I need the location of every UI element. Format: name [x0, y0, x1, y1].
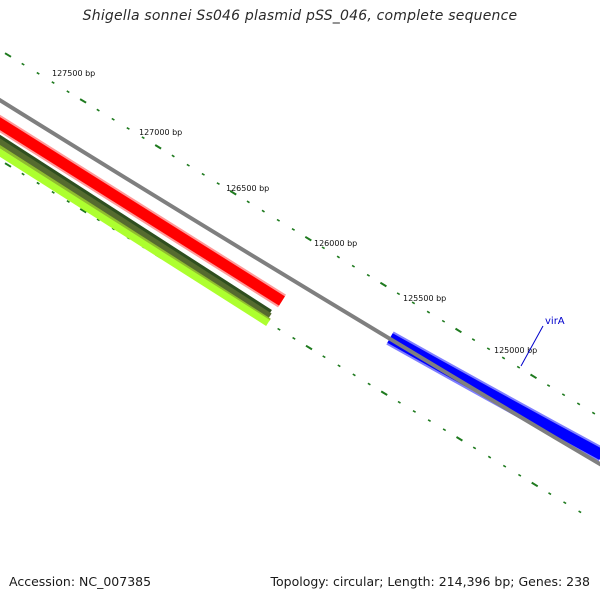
inner-ring-minor-tick	[563, 501, 567, 505]
inner-ring-minor-tick	[66, 200, 70, 203]
inner-ring-minor-tick	[277, 327, 281, 331]
outer-ring-major-tick	[304, 235, 312, 242]
inner-ring-minor-tick	[51, 190, 55, 194]
plasmid-backbone	[0, 97, 600, 467]
inner-ring-minor-tick	[427, 419, 432, 422]
inner-ring-minor-tick	[487, 455, 492, 459]
inner-ring-minor-tick	[442, 428, 447, 432]
inner-ring-major-tick	[79, 207, 87, 214]
inner-ring-minor-tick	[397, 400, 401, 404]
accession-text: Accession: NC_007385	[9, 574, 152, 589]
gene-label-group[interactable]: virA	[520, 316, 565, 367]
inner-ring-minor-tick	[578, 510, 582, 514]
tick-labels: 127500 bp 127000 bp 126500 bp 126000 bp …	[52, 69, 537, 355]
outer-ring-minor-tick	[426, 310, 431, 314]
inner-ring-minor-tick	[472, 446, 477, 450]
outer-ring-minor-tick	[276, 218, 281, 222]
outer-ring-major-tick	[229, 190, 237, 196]
tick-label: 126500 bp	[226, 184, 269, 193]
outer-ring-minor-tick	[171, 154, 175, 158]
track-light-green[interactable]	[0, 140, 270, 326]
track-dark-green[interactable]	[0, 129, 272, 319]
outer-ring-minor-tick	[441, 319, 446, 323]
tick-label: 127500 bp	[52, 69, 95, 78]
tick-label: 125000 bp	[494, 346, 537, 355]
outer-ring-minor-tick	[591, 411, 596, 415]
outer-ring-minor-tick	[486, 347, 491, 351]
inner-ring-minor-tick	[412, 410, 416, 413]
inner-ring-minor-tick	[352, 373, 356, 377]
inner-ring-minor-tick	[337, 364, 341, 368]
outer-tick-ring	[4, 52, 596, 415]
outer-ring-minor-tick	[126, 127, 130, 130]
inner-ring-minor-tick	[322, 355, 326, 359]
outer-ring-minor-tick	[261, 209, 265, 213]
inner-ring-major-tick	[455, 436, 463, 442]
green-feature-tracks	[0, 129, 272, 326]
outer-ring-minor-tick	[216, 182, 220, 185]
outer-ring-minor-tick	[111, 117, 115, 121]
outer-ring-minor-tick	[246, 200, 250, 204]
inner-ring-minor-tick	[517, 473, 522, 477]
outer-ring-major-tick	[154, 144, 162, 150]
outer-ring-minor-tick	[366, 273, 371, 277]
inner-ring-major-tick	[4, 162, 12, 168]
outer-ring-minor-tick	[21, 62, 25, 66]
tick-label: 126000 bp	[314, 239, 357, 248]
outer-ring-minor-tick	[141, 136, 145, 140]
outer-ring-minor-tick	[576, 402, 581, 406]
inner-ring-minor-tick	[292, 336, 296, 340]
outer-ring-minor-tick	[66, 90, 70, 94]
outer-ring-minor-tick	[201, 172, 205, 176]
inner-ring-minor-tick	[21, 172, 25, 176]
inner-ring-minor-tick	[36, 181, 40, 185]
outer-ring-minor-tick	[51, 81, 55, 84]
outer-ring-minor-tick	[561, 393, 566, 397]
inner-tick-ring	[4, 162, 582, 514]
outer-ring-minor-tick	[36, 71, 40, 75]
inner-ring-minor-tick	[111, 227, 116, 231]
inner-ring-minor-tick	[502, 464, 507, 468]
inner-ring-minor-tick	[367, 382, 371, 386]
inner-ring-minor-tick	[96, 218, 100, 222]
outer-ring-major-tick	[379, 281, 387, 288]
track-olive	[0, 145, 271, 322]
outer-ring-minor-tick	[516, 365, 521, 369]
outer-ring-minor-tick	[336, 255, 341, 259]
tick-label: 127000 bp	[139, 128, 182, 137]
map-title: Shigella sonnei Ss046 plasmid pSS_046, c…	[82, 8, 518, 24]
sequence-stats-text: Topology: circular; Length: 214,396 bp; …	[270, 574, 591, 589]
outer-ring-minor-tick	[96, 108, 100, 112]
outer-ring-minor-tick	[351, 264, 356, 268]
outer-ring-minor-tick	[291, 228, 295, 231]
outer-ring-major-tick	[79, 98, 87, 104]
forward-feature-bar[interactable]	[0, 111, 285, 306]
outer-ring-minor-tick	[411, 301, 416, 305]
forward-feature-track	[0, 111, 287, 308]
inner-ring-minor-tick	[548, 492, 552, 496]
outer-ring-minor-tick	[501, 356, 506, 360]
outer-ring-minor-tick	[546, 384, 551, 387]
outer-ring-minor-tick	[321, 246, 326, 250]
gene-label-leader	[520, 325, 544, 367]
outer-ring-major-tick	[454, 327, 462, 334]
outer-ring-minor-tick	[186, 163, 190, 167]
outer-ring-major-tick	[4, 52, 12, 58]
outer-ring-minor-tick	[471, 338, 476, 342]
outer-ring-minor-tick	[396, 292, 401, 296]
inner-ring-major-tick	[531, 481, 539, 488]
gene-label-vira: virA	[545, 316, 565, 327]
outer-ring-major-tick	[529, 373, 538, 380]
tick-label: 125500 bp	[403, 294, 446, 303]
inner-ring-major-tick	[380, 390, 388, 396]
inner-ring-major-tick	[305, 344, 313, 351]
